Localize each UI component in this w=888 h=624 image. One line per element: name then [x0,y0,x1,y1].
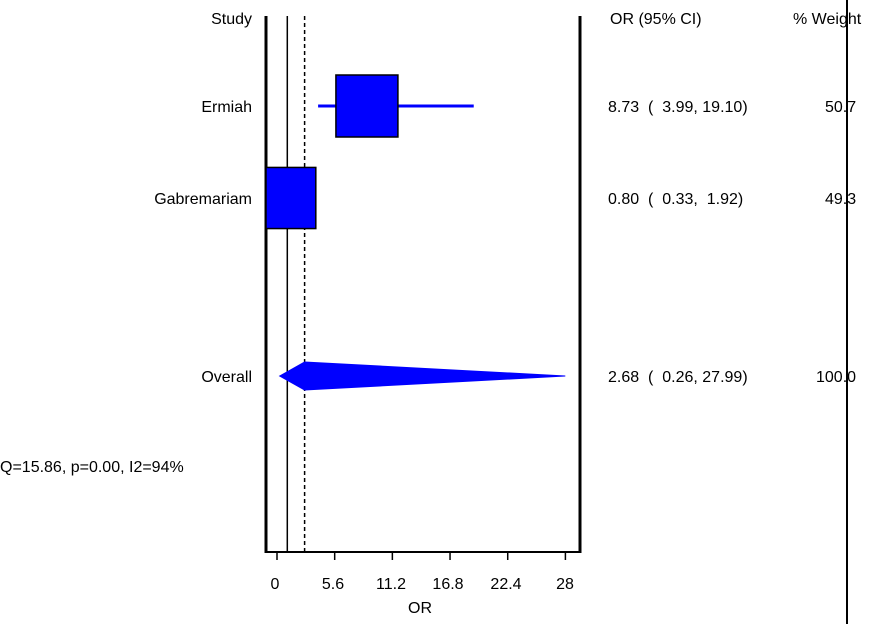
x-tick-label-5: 28 [556,576,574,593]
x-tick-label-0: 0 [271,576,280,593]
x-tick-label-1: 5.6 [322,576,344,593]
weight-text-ermiah: 50.7 [825,99,856,116]
weight-square-ermiah [335,74,399,138]
or-ci-text-ermiah: 8.73 ( 3.99, 19.10) [608,99,748,116]
overall-diamond [278,361,566,391]
weight-text-overall: 100.0 [816,369,856,386]
or-ci-header: OR (95% CI) [610,11,702,28]
weight-header: % Weight [793,11,862,28]
heterogeneity-stats: Q=15.86, p=0.00, I2=94% [0,459,184,476]
weight-square-gabremariam [265,166,317,230]
study-label-ermiah: Ermiah [201,99,252,116]
weight-text-gabremariam: 49.3 [825,191,856,208]
overall-label: Overall [201,369,252,386]
or-ci-text-overall: 2.68 ( 0.26, 27.99) [608,369,748,386]
x-axis-label: OR [408,600,432,617]
study-header: Study [211,11,252,28]
x-tick-label-2: 11.2 [376,576,406,593]
x-tick-label-4: 22.4 [490,576,521,593]
x-tick-label-3: 16.8 [432,576,463,593]
plot-marks [265,16,567,560]
study-label-gabremariam: Gabremariam [154,191,252,208]
or-ci-text-gabremariam: 0.80 ( 0.33, 1.92) [608,191,743,208]
